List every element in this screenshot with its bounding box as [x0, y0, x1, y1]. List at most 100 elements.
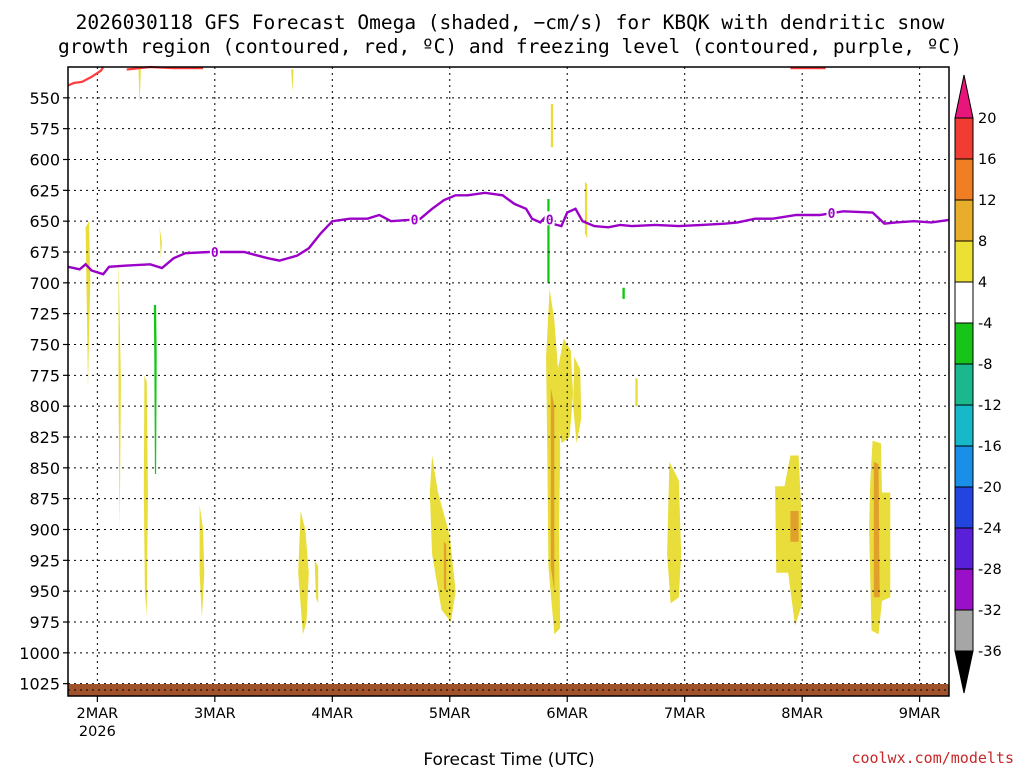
colorbar: 20 16 12 8 4 -4 -8 -12 -16 -20 -24 -28 -32 -36 [954, 74, 1002, 694]
y-tick-label-650: 650 [29, 212, 60, 231]
omega-region-yellow [667, 461, 682, 604]
omega-region-yellow [429, 455, 456, 622]
colorbar-label--28: -28 [978, 562, 1002, 578]
y-tick-label-600: 600 [29, 151, 60, 170]
colorbar-label-20: 20 [978, 111, 996, 127]
colorbar-label--4: -4 [978, 316, 992, 332]
colorbar-arrow-down [954, 650, 974, 694]
plot-background [68, 67, 949, 696]
colorbar-label--12: -12 [978, 398, 1002, 414]
colorbar-label--16: -16 [978, 439, 1002, 455]
colorbar-bin--24 [954, 486, 974, 529]
freezing-label-3: 0 [828, 207, 836, 222]
freezing-label-bg-3 [826, 205, 837, 220]
omega-region-orange [790, 511, 799, 542]
colorbar-arrow-up [954, 74, 974, 119]
omega-region-yellow [584, 181, 588, 239]
freezing-level-contour [67, 191, 950, 276]
y-tick-label-900: 900 [29, 521, 60, 540]
colorbar-bin--32 [954, 568, 974, 611]
y-tick-label-775: 775 [29, 366, 60, 385]
x-axis-label: Forecast Time (UTC) [423, 750, 594, 768]
y-tick-label-750: 750 [29, 336, 60, 355]
omega-region-yellow [143, 375, 148, 616]
x-tick-label-5MAR: 5MAR [429, 706, 471, 722]
x-axis: 2MAR 2026 3MAR 4MAR 5MAR 6MAR 7MAR 8MAR 9MAR [76, 696, 941, 740]
freezing-label-bg-2 [544, 211, 555, 226]
y-tick-label-925: 925 [29, 551, 60, 570]
x-tick-label-7MAR: 7MAR [664, 706, 706, 722]
freezing-label-bg-1 [409, 211, 420, 226]
omega-region-yellow [556, 338, 574, 444]
omega-region-green [622, 287, 625, 299]
colorbar-bin-12 [954, 158, 974, 201]
y-tick-label-725: 725 [29, 305, 60, 324]
colorbar-label--8: -8 [978, 357, 992, 373]
colorbar-label--32: -32 [978, 603, 1002, 619]
colorbar-label-12: 12 [978, 193, 996, 209]
chart-title-line1: 2026030118 GFS Forecast Omega (shaded, −… [76, 11, 945, 34]
y-tick-label-1000: 1000 [19, 644, 60, 663]
omega-region-yellow [573, 356, 582, 444]
freezing-label-2: 0 [546, 213, 554, 228]
omega-region-yellow [291, 69, 294, 92]
chart-title-line2: growth region (contoured, red, ºC) and f… [58, 35, 962, 58]
omega-region-yellow [635, 377, 638, 407]
omega-region-yellow [199, 504, 205, 619]
x-tick-label-4MAR: 4MAR [311, 706, 353, 722]
omega-region-yellow [314, 560, 319, 604]
omega-region-yellow [550, 104, 554, 148]
y-tick-label-550: 550 [29, 89, 60, 108]
plot-frame [67, 66, 950, 697]
y-tick-label-700: 700 [29, 274, 60, 293]
ground-layer [68, 684, 949, 696]
x-tick-label-9MAR: 9MAR [899, 706, 941, 722]
omega-region-yellow [85, 221, 91, 388]
dgz-contour-0 [67, 66, 105, 87]
omega-region-yellow [298, 511, 309, 635]
freezing-label-1: 0 [411, 213, 419, 228]
omega-region-orange [443, 541, 447, 592]
colorbar-bin--36 [954, 609, 974, 652]
y-tick-label-950: 950 [29, 582, 60, 601]
colorbar-bin-8 [954, 199, 974, 242]
x-tick-sublabel-2MAR: 2026 [79, 724, 116, 740]
colorbar-label-4: 4 [978, 275, 987, 291]
colorbar-bin--20 [954, 445, 974, 488]
x-tick-label-3MAR: 3MAR [194, 706, 236, 722]
y-axis: 550 575 600 625 650 675 700 725 750 775 800 825 850 8… [19, 89, 68, 694]
freezing-label-bg-0 [209, 244, 220, 258]
colorbar-label-16: 16 [978, 152, 996, 168]
y-tick-label-975: 975 [29, 613, 60, 632]
plot-area: 0 0 0 0 [67, 65, 950, 697]
credit-text[interactable]: coolwx.com/modelts [851, 749, 1014, 767]
colorbar-bin-4 [954, 240, 974, 283]
omega-region-orange [873, 461, 880, 598]
y-tick-label-800: 800 [29, 397, 60, 416]
colorbar-bin--16 [954, 404, 974, 447]
omega-region-yellow [775, 455, 803, 626]
y-tick-label-625: 625 [29, 181, 60, 200]
colorbar-bin--28 [954, 527, 974, 570]
y-tick-label-675: 675 [29, 243, 60, 262]
ground-band [68, 684, 949, 696]
colorbar-label--36: -36 [978, 644, 1002, 660]
colorbar-label-8: 8 [978, 234, 987, 250]
colorbar-bin--8 [954, 322, 974, 365]
y-tick-label-825: 825 [29, 428, 60, 447]
x-tick-label-6MAR: 6MAR [546, 706, 588, 722]
x-tick-label-8MAR: 8MAR [781, 706, 823, 722]
y-tick-label-1025: 1025 [19, 675, 60, 694]
freezing-label-0: 0 [211, 246, 219, 261]
x-tick-label-2MAR: 2MAR [76, 706, 118, 722]
colorbar-label--24: -24 [978, 521, 1002, 537]
y-tick-label-575: 575 [29, 120, 60, 139]
omega-region-green [153, 305, 157, 474]
colorbar-label--20: -20 [978, 480, 1002, 496]
omega-region-yellow [159, 227, 162, 259]
colorbar-bin--4 [954, 281, 974, 324]
y-tick-label-850: 850 [29, 459, 60, 478]
colorbar-bin-16 [954, 117, 974, 160]
colorbar-bin--12 [954, 363, 974, 406]
